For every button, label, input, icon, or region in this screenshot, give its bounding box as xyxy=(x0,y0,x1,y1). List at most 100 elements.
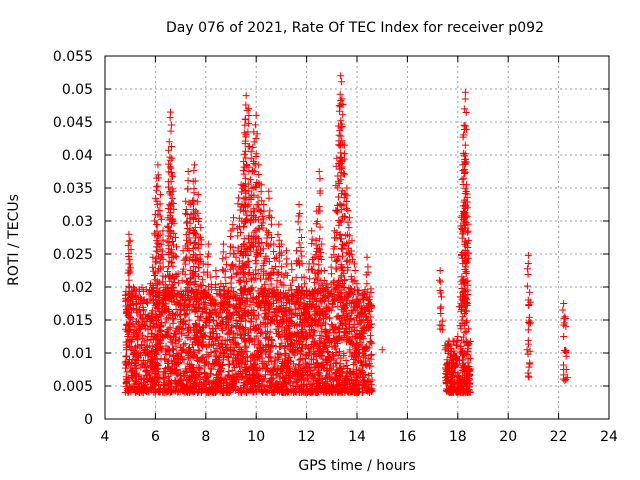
data-point xyxy=(287,358,295,366)
data-point xyxy=(461,122,469,130)
data-point xyxy=(143,371,151,379)
data-point xyxy=(355,287,363,295)
data-point xyxy=(321,342,329,350)
data-point xyxy=(138,374,146,382)
data-point xyxy=(361,370,369,378)
data-point xyxy=(182,210,190,218)
data-point xyxy=(297,315,305,323)
data-point xyxy=(157,355,165,363)
data-point xyxy=(227,232,235,240)
data-point xyxy=(186,344,194,352)
x-axis-label: GPS time / hours xyxy=(298,458,415,474)
data-point xyxy=(142,368,150,376)
data-point xyxy=(331,323,339,331)
data-point xyxy=(167,368,175,376)
data-point xyxy=(560,300,568,307)
data-point xyxy=(134,306,142,314)
data-point xyxy=(234,200,242,208)
data-point xyxy=(271,365,279,373)
data-point xyxy=(207,349,215,357)
data-point xyxy=(222,260,230,268)
data-point xyxy=(304,375,312,383)
data-point xyxy=(317,322,325,330)
data-point xyxy=(210,361,218,369)
data-point xyxy=(201,374,209,382)
data-point xyxy=(164,364,172,372)
data-point xyxy=(254,193,262,201)
data-point xyxy=(241,306,249,314)
data-point xyxy=(240,129,248,137)
y-tick-label: 0.045 xyxy=(53,115,93,131)
data-point xyxy=(354,286,362,294)
data-point xyxy=(258,387,266,395)
data-point xyxy=(306,388,314,396)
data-point xyxy=(234,340,242,348)
data-point xyxy=(239,372,247,380)
data-point xyxy=(133,385,141,393)
data-point xyxy=(525,363,533,371)
data-point xyxy=(267,220,275,228)
data-point xyxy=(325,348,333,356)
data-point xyxy=(232,378,240,386)
data-point xyxy=(195,347,203,355)
data-point xyxy=(284,321,292,329)
data-point xyxy=(254,382,262,390)
data-point xyxy=(171,336,179,344)
data-point xyxy=(122,357,130,365)
data-point xyxy=(336,382,344,390)
data-point xyxy=(436,267,444,274)
x-tick-label: 14 xyxy=(348,429,366,445)
data-point xyxy=(241,115,249,123)
data-point xyxy=(292,379,300,387)
data-point xyxy=(326,314,334,322)
data-point xyxy=(268,264,276,272)
data-point xyxy=(294,337,302,345)
data-point xyxy=(461,329,469,337)
data-point xyxy=(207,365,215,373)
data-point xyxy=(166,351,174,359)
data-point xyxy=(295,340,303,348)
data-point xyxy=(226,346,234,354)
data-point xyxy=(156,259,164,267)
data-point xyxy=(152,370,160,378)
data-point xyxy=(463,181,471,189)
data-point xyxy=(339,111,347,119)
data-point xyxy=(279,374,287,382)
data-point xyxy=(338,95,346,103)
y-tick-label: 0 xyxy=(84,412,93,428)
data-point xyxy=(266,207,274,215)
data-point xyxy=(324,348,332,356)
data-point xyxy=(327,263,335,271)
data-point xyxy=(215,352,223,360)
data-point xyxy=(349,367,357,375)
data-point xyxy=(229,373,237,381)
data-point xyxy=(190,240,198,248)
data-point xyxy=(236,277,244,285)
data-point xyxy=(142,384,150,392)
data-point xyxy=(218,336,226,344)
data-point xyxy=(160,386,168,394)
data-point xyxy=(356,378,364,386)
data-point xyxy=(277,366,285,374)
data-point xyxy=(238,359,246,367)
data-point xyxy=(200,381,208,389)
data-point xyxy=(218,360,226,368)
data-point xyxy=(223,388,231,396)
data-point xyxy=(169,173,177,181)
data-point xyxy=(162,356,170,364)
data-point xyxy=(322,343,330,351)
data-point xyxy=(183,383,191,391)
data-point xyxy=(206,341,214,349)
data-point xyxy=(363,253,371,261)
data-point xyxy=(184,185,192,193)
data-point xyxy=(245,111,253,119)
data-point xyxy=(194,191,202,199)
data-point xyxy=(355,342,363,350)
data-point xyxy=(233,341,241,349)
data-point xyxy=(307,381,315,389)
data-point xyxy=(243,211,251,219)
data-point xyxy=(175,335,183,343)
data-point xyxy=(312,378,320,386)
data-point xyxy=(333,359,341,367)
data-point xyxy=(181,340,189,348)
